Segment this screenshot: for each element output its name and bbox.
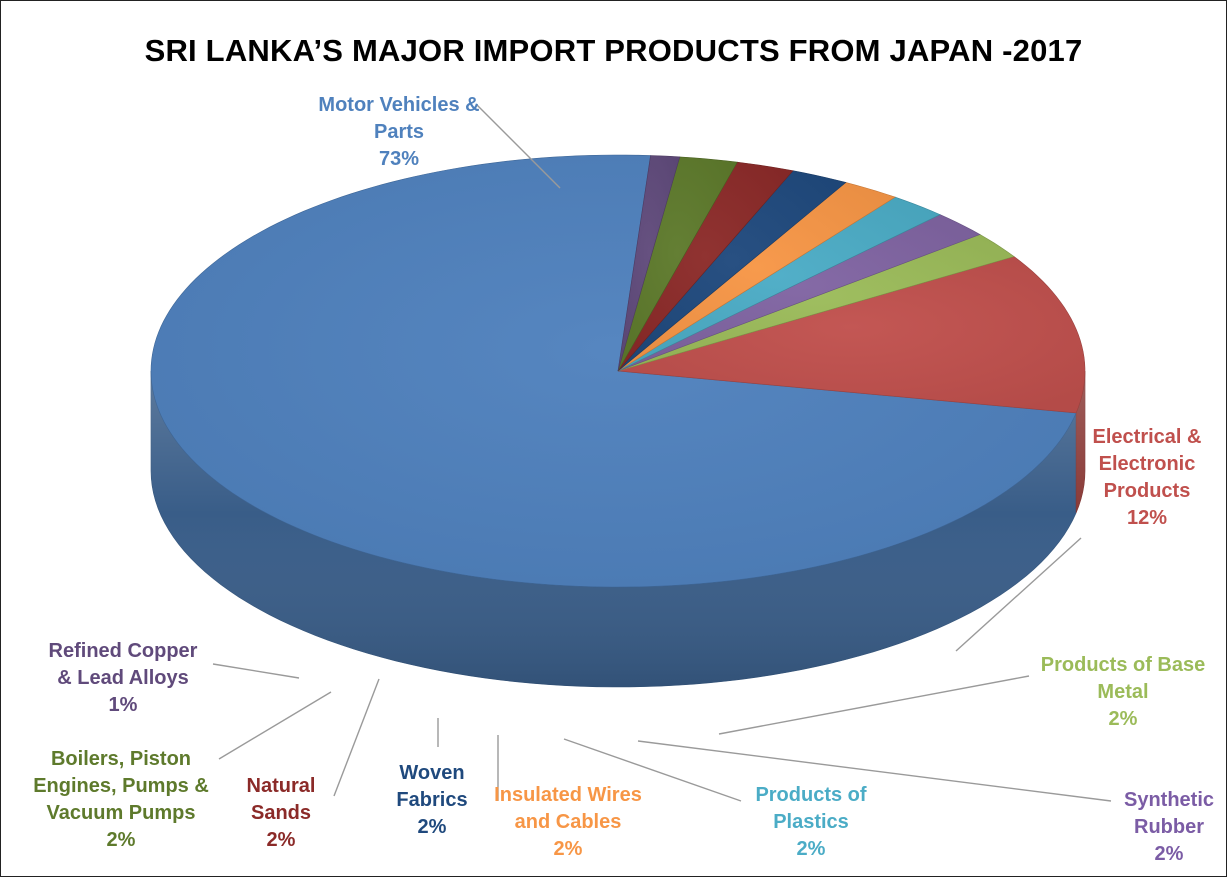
slice-label-text: Parts — [373, 121, 425, 143]
slice-label-text: Rubber — [1134, 816, 1204, 838]
leader-line-2 — [718, 675, 1030, 735]
slice-label-text: Products of — [755, 784, 867, 806]
slice-label-text: Woven — [399, 762, 465, 784]
slice-label-text: and Cables — [514, 811, 622, 833]
slice-label-1: Electrical & Electronic Products 12% — [1093, 424, 1202, 532]
slice-label-text: Plastics — [773, 811, 849, 833]
slice-percent: 2% — [553, 838, 583, 860]
leader-line-8 — [218, 691, 332, 760]
slice-percent: 2% — [1108, 708, 1138, 730]
slice-label-text: Metal — [1097, 681, 1149, 703]
slice-percent: 2% — [1154, 843, 1184, 865]
pie-slice-6 — [617, 170, 847, 372]
slice-label-text: Vacuum Pumps — [46, 802, 196, 824]
pie-slice-4 — [617, 196, 941, 372]
pie-slice-1 — [617, 256, 1086, 414]
slice-label-0: Motor Vehicles & Parts 73% — [318, 92, 479, 173]
pie-rim-shading — [151, 371, 1085, 687]
pie-slice-9 — [617, 155, 681, 372]
pie-slice-3 — [617, 214, 981, 372]
pie-slice-2 — [617, 234, 1015, 372]
slice-label-9: Refined Copper & Lead Alloys 1% — [49, 638, 198, 719]
slice-label-text: Fabrics — [396, 789, 468, 811]
slice-label-3: Synthetic Rubber 2% — [1124, 787, 1214, 868]
leader-line-9 — [212, 663, 300, 679]
leader-line-3 — [637, 740, 1112, 802]
slice-label-text: Boilers, Piston — [50, 748, 192, 770]
slice-label-text: Products of Base — [1040, 654, 1206, 676]
slice-label-text: Engines, Pumps & — [33, 775, 209, 797]
leader-line-0 — [476, 104, 561, 189]
slice-label-text: Natural — [246, 775, 316, 797]
slice-label-text: Sands — [250, 802, 312, 824]
pie-slice-7 — [617, 161, 794, 372]
slice-label-text: Insulated Wires — [494, 784, 642, 806]
slice-percent: 1% — [108, 694, 138, 716]
pie-slice-8 — [617, 156, 738, 372]
slice-label-6: Woven Fabrics 2% — [396, 760, 467, 841]
slice-label-text: & Lead Alloys — [57, 667, 189, 689]
slice-label-text: Motor Vehicles & — [318, 94, 480, 116]
leader-lines — [212, 104, 1112, 802]
slice-percent: 2% — [796, 838, 826, 860]
slice-label-7: Natural Sands 2% — [247, 773, 316, 854]
chart-title: SRI LANKA’S MAJOR IMPORT PRODUCTS FROM J… — [144, 33, 1083, 68]
pie-slice-0 — [150, 154, 1077, 588]
leader-line-1 — [955, 537, 1082, 652]
slice-label-text: Products — [1103, 480, 1191, 502]
slice-label-text: Refined Copper — [48, 640, 198, 662]
leader-line-4 — [563, 738, 742, 802]
slice-label-text: Synthetic — [1123, 789, 1215, 811]
slice-label-2: Products of Base Metal 2% — [1041, 652, 1205, 733]
leader-line-7 — [333, 678, 380, 797]
slice-label-8: Boilers, Piston Engines, Pumps & Vacuum Pu… — [33, 746, 209, 854]
pie-top-faces — [150, 154, 1086, 588]
slice-percent: 2% — [266, 829, 296, 851]
slice-label-4: Products of Plastics 2% — [755, 782, 866, 863]
slice-label-text: Electrical & — [1092, 426, 1202, 448]
slice-label-text: Electronic — [1098, 453, 1196, 475]
slice-label-5: Insulated Wires and Cables 2% — [494, 782, 642, 863]
slice-percent: 2% — [417, 816, 447, 838]
slice-percent: 2% — [106, 829, 136, 851]
slice-percent: 73% — [378, 148, 420, 170]
pie-slice-5 — [617, 182, 896, 372]
slice-percent: 12% — [1126, 507, 1168, 529]
